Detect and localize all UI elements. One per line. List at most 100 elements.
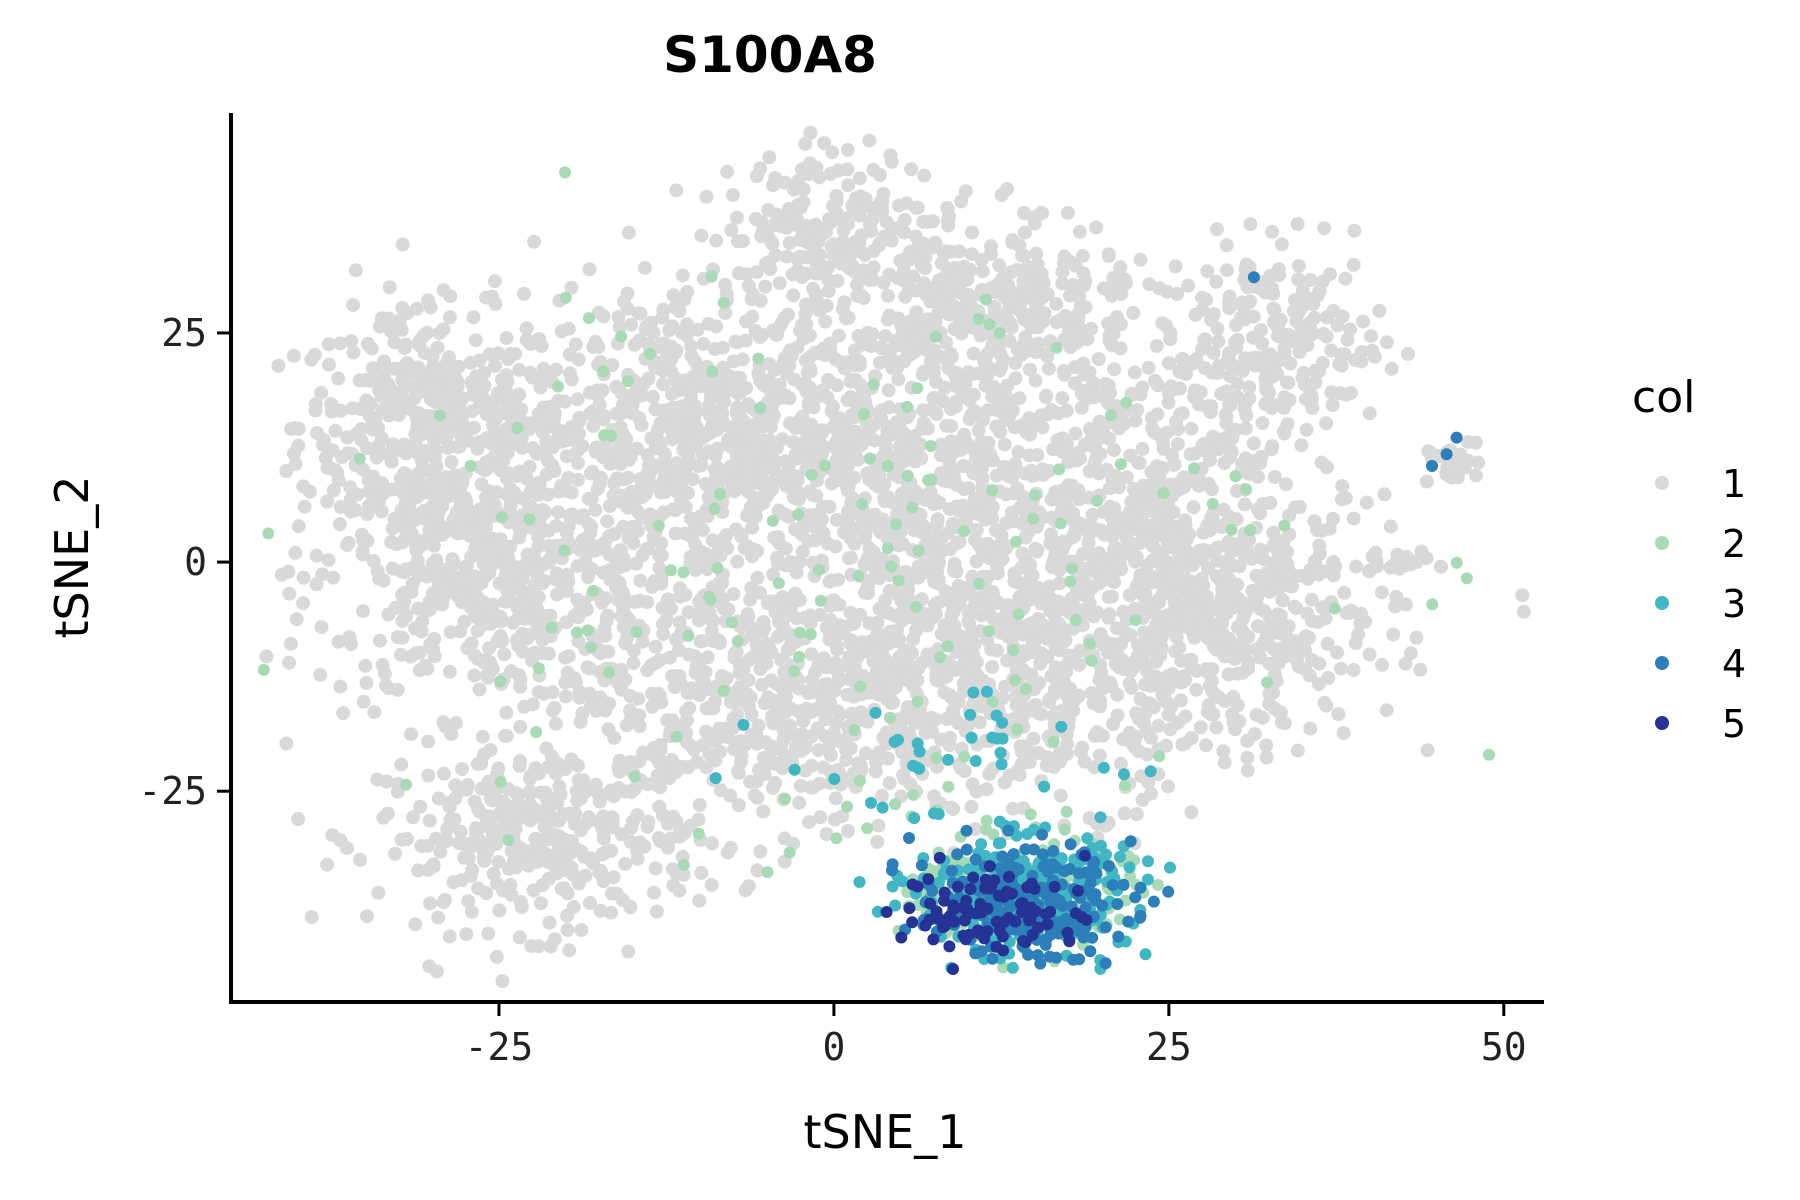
data-point-col-1 bbox=[872, 571, 887, 586]
data-point-col-1 bbox=[389, 537, 404, 552]
data-point-col-1 bbox=[741, 279, 756, 293]
data-point-col-1 bbox=[437, 892, 452, 907]
data-point-col-1 bbox=[635, 510, 650, 525]
data-point-col-1 bbox=[1321, 671, 1336, 685]
data-point-col-1 bbox=[1006, 290, 1021, 305]
data-point-col-1 bbox=[682, 701, 697, 716]
data-point-col-1 bbox=[911, 660, 926, 675]
data-point-col-1 bbox=[1095, 728, 1110, 743]
data-point-col-1 bbox=[541, 453, 555, 468]
data-point-col-1 bbox=[1287, 599, 1302, 614]
data-point-col-1 bbox=[1217, 755, 1232, 770]
data-point-col-1 bbox=[1205, 429, 1220, 444]
data-point-col-1 bbox=[997, 437, 1012, 452]
data-point-col-1 bbox=[738, 883, 753, 898]
data-point-col-1 bbox=[449, 505, 464, 520]
data-point-col-1 bbox=[419, 603, 434, 618]
data-point-col-1 bbox=[633, 573, 648, 588]
data-point-col-1 bbox=[672, 615, 687, 630]
data-point-col-1 bbox=[365, 417, 380, 432]
data-point-col-1 bbox=[499, 705, 514, 720]
data-point-col-1 bbox=[1193, 720, 1208, 735]
data-point-col-1 bbox=[491, 854, 506, 869]
data-point-col-1 bbox=[731, 234, 745, 249]
data-point-col-1 bbox=[570, 592, 585, 607]
data-point-col-1 bbox=[969, 655, 984, 670]
data-point-col-1 bbox=[917, 168, 932, 183]
data-point-col-1 bbox=[830, 572, 845, 587]
data-point-col-1 bbox=[658, 485, 673, 500]
data-point-col-1 bbox=[570, 472, 585, 487]
data-point-col-1 bbox=[541, 871, 556, 886]
data-point-col-1 bbox=[891, 198, 906, 213]
data-point-col-1 bbox=[1081, 561, 1096, 576]
data-point-col-1 bbox=[1359, 495, 1374, 510]
data-point-col-1 bbox=[487, 544, 502, 559]
data-point-col-1 bbox=[739, 314, 754, 329]
data-point-col-1 bbox=[1110, 708, 1125, 723]
data-point-col-1 bbox=[400, 831, 415, 846]
data-point-col-1 bbox=[1023, 427, 1038, 442]
data-point-col-1 bbox=[1202, 679, 1217, 694]
data-point-col-1 bbox=[1060, 205, 1075, 220]
data-point-col-1 bbox=[1238, 605, 1253, 620]
data-point-col-1 bbox=[666, 288, 681, 303]
data-point-col-1 bbox=[489, 949, 504, 964]
data-point-col-1 bbox=[439, 430, 454, 445]
data-point-col-1 bbox=[702, 605, 717, 620]
data-point-col-1 bbox=[1176, 564, 1191, 579]
data-point-col-1 bbox=[744, 292, 759, 307]
data-point-col-1 bbox=[468, 437, 483, 452]
data-point-col-1 bbox=[607, 476, 622, 491]
data-point-col-1 bbox=[725, 188, 740, 202]
data-point-col-1 bbox=[936, 245, 951, 260]
data-point-col-1 bbox=[967, 404, 982, 418]
data-point-col-1 bbox=[881, 606, 896, 620]
data-point-col-1 bbox=[409, 301, 424, 316]
data-point-col-1 bbox=[927, 343, 942, 358]
data-point-col-1 bbox=[511, 638, 526, 653]
data-point-col-1 bbox=[1314, 455, 1329, 470]
data-point-col-1 bbox=[370, 772, 385, 787]
data-point-col-1 bbox=[845, 243, 859, 258]
data-point-col-1 bbox=[1150, 552, 1165, 567]
data-point-col-1 bbox=[1240, 763, 1255, 778]
data-point-col-1 bbox=[453, 824, 468, 839]
data-point-col-1 bbox=[1130, 403, 1145, 417]
data-point-col-1 bbox=[380, 806, 395, 821]
data-point-col-1 bbox=[1331, 707, 1346, 722]
data-point-col-1 bbox=[1104, 589, 1119, 604]
data-point-col-1 bbox=[404, 526, 419, 541]
data-point-col-1 bbox=[532, 332, 547, 346]
data-point-col-1 bbox=[416, 328, 431, 343]
data-point-col-1 bbox=[872, 406, 887, 421]
data-point-col-1 bbox=[333, 679, 348, 694]
data-point-col-1 bbox=[549, 362, 564, 377]
data-point-col-1 bbox=[574, 923, 589, 938]
data-point-col-1 bbox=[395, 588, 410, 602]
data-point-col-1 bbox=[768, 327, 783, 342]
data-point-col-1 bbox=[820, 390, 835, 405]
data-point-col-1 bbox=[984, 239, 998, 254]
data-point-col-1 bbox=[1172, 640, 1187, 655]
data-point-col-1 bbox=[727, 646, 742, 661]
data-point-col-1 bbox=[489, 392, 504, 407]
data-point-col-1 bbox=[414, 839, 429, 853]
data-point-col-1 bbox=[288, 545, 303, 560]
data-point-col-1 bbox=[728, 370, 743, 385]
data-point-col-1 bbox=[727, 419, 742, 434]
data-point-col-1 bbox=[533, 896, 548, 911]
data-point-col-1 bbox=[479, 810, 494, 825]
data-point-col-1 bbox=[470, 623, 485, 638]
data-point-col-1 bbox=[906, 269, 921, 284]
data-point-col-1 bbox=[850, 289, 865, 303]
data-point-col-1 bbox=[614, 682, 629, 697]
data-point-col-1 bbox=[1101, 247, 1116, 262]
data-point-col-1 bbox=[735, 352, 750, 367]
data-point-col-1 bbox=[937, 380, 952, 395]
data-point-col-1 bbox=[896, 537, 910, 552]
data-point-col-1 bbox=[413, 799, 428, 814]
data-point-col-1 bbox=[501, 352, 516, 366]
data-point-col-1 bbox=[751, 442, 766, 457]
data-point-col-1 bbox=[957, 656, 971, 671]
